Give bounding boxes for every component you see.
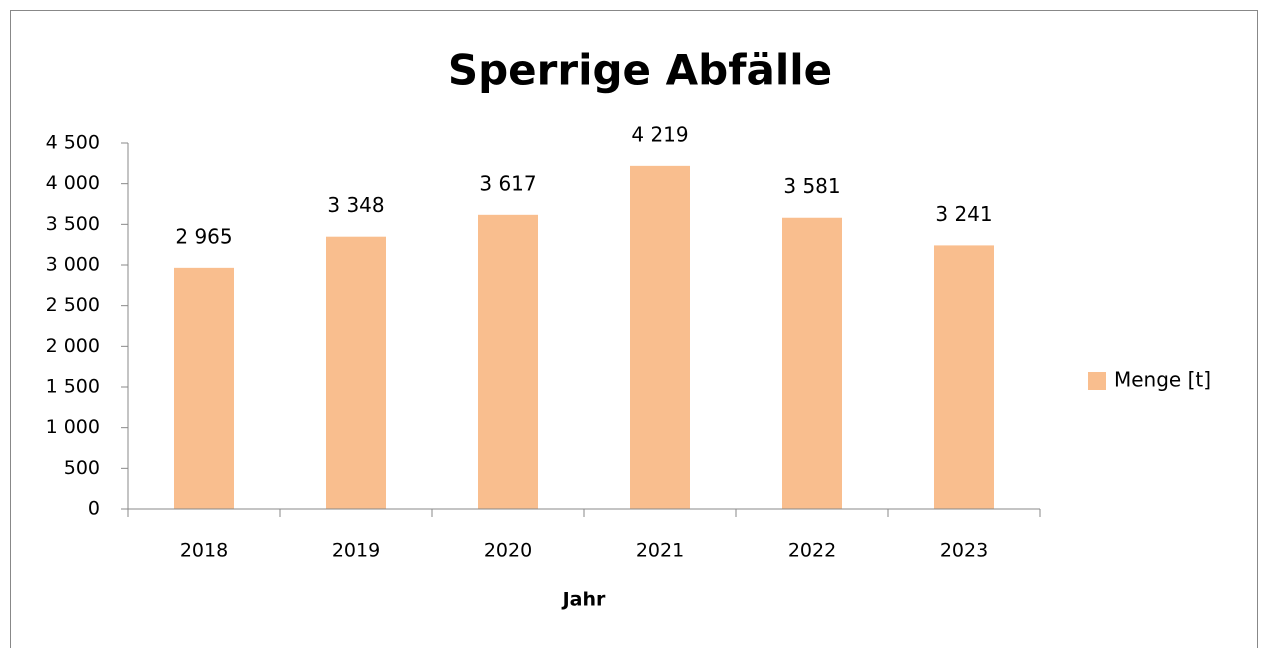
chart-title: Sperrige Abfälle: [448, 46, 832, 95]
y-tick-label: 1 000: [46, 416, 100, 438]
y-tick-label: 2 000: [46, 335, 100, 357]
y-tick-label: 500: [64, 457, 100, 479]
y-tick-label: 4 000: [46, 172, 100, 194]
data-label: 3 348: [327, 193, 384, 217]
data-label: 3 241: [935, 202, 992, 226]
bar: [934, 245, 994, 509]
y-tick-label: 4 500: [46, 132, 100, 154]
y-tick-label: 1 500: [46, 376, 100, 398]
y-tick-label: 3 000: [46, 254, 100, 276]
x-tick-label: 2021: [636, 540, 684, 562]
data-label: 3 581: [783, 174, 840, 198]
legend-label: Menge [t]: [1114, 368, 1211, 392]
data-label: 3 617: [479, 171, 536, 195]
x-tick-label: 2019: [332, 540, 380, 562]
x-tick-label: 2020: [484, 540, 532, 562]
x-tick-label: 2023: [940, 540, 988, 562]
bar: [782, 217, 842, 509]
x-axis-label: Jahr: [561, 589, 606, 611]
bar: [326, 236, 386, 510]
bar: [478, 214, 538, 510]
x-tick-label: 2018: [180, 540, 228, 562]
legend-swatch: [1088, 372, 1106, 390]
y-tick-label: 2 500: [46, 294, 100, 316]
data-label: 2 965: [175, 224, 232, 248]
x-tick-label: 2022: [788, 540, 836, 562]
bar: [174, 267, 234, 509]
y-tick-label: 0: [88, 498, 100, 520]
bar: [630, 165, 690, 509]
data-label: 4 219: [631, 122, 688, 146]
y-tick-label: 3 500: [46, 213, 100, 235]
